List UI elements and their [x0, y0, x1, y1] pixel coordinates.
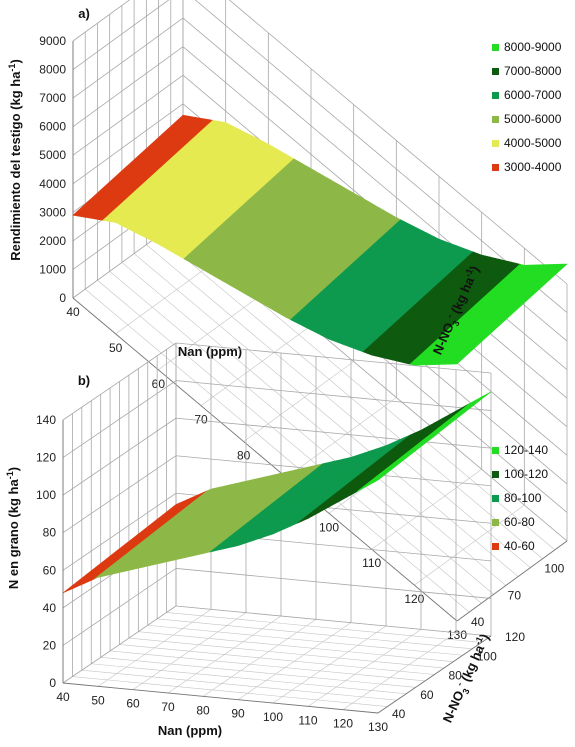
legend-label: 120-140 [504, 443, 548, 457]
panel-b-grain-n-surface: 0 20 40 60 80 100 120 140 40 50 60 70 80 90 100 110 120 1… [5, 342, 548, 738]
legend-label: 6000-7000 [504, 88, 562, 102]
x-tick-label: 100 [319, 520, 339, 534]
legend-swatch [492, 471, 499, 478]
z-tick-label: 100 [36, 488, 56, 502]
x-axis-line [72, 297, 458, 622]
legend-label: 4000-5000 [504, 136, 562, 150]
z-tick-label: 7000 [39, 91, 66, 105]
z-tick-label: 80 [43, 526, 57, 540]
z-tick-label: 5000 [39, 148, 66, 162]
depth-tick-label: 60 [420, 688, 434, 702]
x-tick-label: 110 [298, 713, 317, 727]
depth-tick-label: 70 [508, 588, 522, 602]
z-tick-label: 3000 [39, 205, 66, 219]
legend-label: 80-100 [504, 491, 542, 505]
depth-axis-line [456, 540, 568, 622]
z-tick-label: 1000 [39, 262, 66, 276]
depth-tick-label: 40 [392, 707, 406, 721]
z-tick-label: 120 [36, 451, 56, 465]
x-tick-label: 130 [368, 720, 388, 734]
z-tick-label: 40 [43, 601, 57, 615]
x-tick-label: 40 [56, 690, 70, 704]
depth-tick-label: 40 [471, 615, 485, 629]
legend-label: 40-60 [504, 539, 535, 553]
x-tick-label: 50 [109, 341, 123, 355]
x-tick-label: 60 [152, 377, 166, 391]
legend-swatch [492, 543, 499, 550]
legend-swatch [492, 68, 499, 75]
legend-label: 8000-9000 [504, 40, 562, 54]
z-tick-label: 9000 [39, 34, 66, 48]
depth-tick-label: 120 [505, 630, 525, 644]
z-axis-label: N en grano (kg ha-1) [5, 467, 21, 589]
panel-label: b) [78, 373, 90, 388]
legend-label: 7000-8000 [504, 64, 562, 78]
x-tick-label: 120 [333, 717, 353, 731]
z-tick-label: 8000 [39, 63, 66, 77]
z-tick-label: 0 [49, 676, 56, 690]
legend: 8000-9000 7000-8000 6000-7000 5000-6000 4000… [492, 40, 562, 174]
z-tick-label: 60 [43, 563, 57, 577]
surface-strip [374, 391, 492, 483]
legend-swatch [492, 140, 499, 147]
surface [62, 391, 492, 594]
x-tick-label: 80 [237, 449, 251, 463]
x-tick-label: 50 [91, 693, 105, 707]
legend-label: 3000-4000 [504, 160, 562, 174]
legend-label: 60-80 [504, 515, 535, 529]
z-axis-label: Rendimiento del testigo (kg ha-1) [7, 59, 23, 261]
legend-swatch [492, 447, 499, 454]
z-tick-label: 2000 [39, 234, 66, 248]
depth-tick-label: 100 [544, 562, 564, 576]
legend-label: 5000-6000 [504, 112, 562, 126]
x-tick-label: 70 [194, 413, 208, 427]
x-tick-label: 100 [263, 710, 283, 724]
panel-label: a) [78, 6, 90, 21]
legend-swatch [492, 44, 499, 51]
z-tick-label: 20 [43, 638, 57, 652]
panel-a-yield-surface: 0 1000 2000 3000 4000 5000 6000 7000 8000 9000 40 5… [7, 0, 568, 642]
z-tick-label: 4000 [39, 177, 66, 191]
legend-swatch [492, 92, 499, 99]
legend-swatch [492, 164, 499, 171]
side-wall-grid [62, 342, 177, 684]
z-tick-label: 6000 [39, 120, 66, 134]
z-tick-label: 140 [36, 413, 56, 427]
legend-swatch [492, 116, 499, 123]
x-tick-label: 110 [362, 556, 381, 570]
depth-axis-line [377, 635, 492, 714]
depth-axis-label: N-NO3- (kg ha-1) [439, 631, 495, 726]
x-tick-label: 70 [161, 700, 175, 714]
legend-swatch [492, 495, 499, 502]
surface-strip [451, 263, 568, 365]
surface [72, 114, 568, 366]
z-tick-label: 0 [59, 291, 66, 305]
x-axis-line [62, 682, 379, 714]
x-tick-label: 60 [126, 697, 140, 711]
x-tick-label: 80 [196, 703, 210, 717]
legend: 120-140 100-120 80-100 60-80 40-60 [492, 443, 548, 553]
x-tick-label: 40 [66, 305, 80, 319]
depth-tick-label: 80 [449, 669, 463, 683]
x-tick-label: 130 [447, 628, 467, 642]
x-axis-label: Nan (ppm) [158, 723, 222, 738]
depth-tick-label: 100 [477, 649, 497, 663]
legend-label: 100-120 [504, 467, 548, 481]
x-tick-label: 90 [231, 707, 245, 721]
x-tick-label: 120 [404, 592, 424, 606]
legend-swatch [492, 519, 499, 526]
